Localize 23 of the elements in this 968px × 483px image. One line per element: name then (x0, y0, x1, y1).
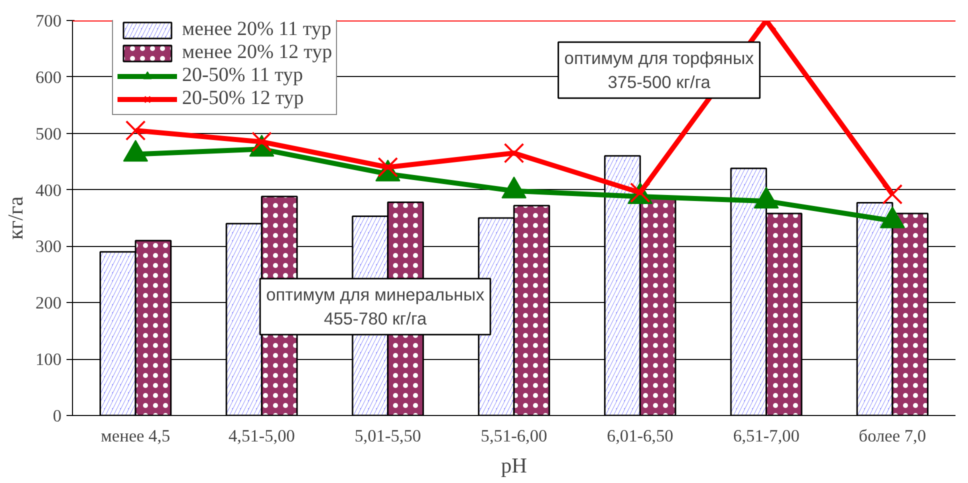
y-tick-label: 600 (36, 68, 62, 87)
y-axis-title: кг/га (4, 196, 28, 240)
legend-label: менее 20% 12 тур (182, 41, 332, 64)
y-tick-label: 100 (36, 350, 62, 370)
y-tick-label: 200 (36, 294, 62, 313)
x-tick-label: менее 4,5 (100, 426, 170, 446)
legend-label: 20-50% 11 тур (182, 64, 304, 87)
y-tick-label: 400 (36, 180, 62, 200)
y-tick-label: 700 (36, 12, 62, 30)
y-tick-label: 500 (36, 124, 62, 144)
y-tick-label: 300 (36, 237, 62, 256)
legend-label: 20-50% 12 тур (182, 87, 304, 110)
legend-label: менее 20% 11 тур (182, 19, 332, 41)
x-axis-title: pH (500, 454, 528, 478)
x-tick-label: 6,51-7,00 (733, 426, 800, 446)
x-tick-label: 5,51-6,00 (480, 426, 548, 446)
x-tick-label: 6,01-6,50 (606, 426, 674, 446)
y-tick-label: 0 (52, 406, 62, 426)
x-tick-label: 4,51-5,00 (228, 426, 295, 446)
annotation: оптимум для минеральных 455-780 кг/га (266, 284, 485, 329)
annotation: оптимум для торфяных 375-500 кг/га (564, 48, 754, 92)
x-tick-label: 5,01-5,50 (354, 426, 422, 446)
x-tick-label: более 7,0 (858, 426, 926, 446)
